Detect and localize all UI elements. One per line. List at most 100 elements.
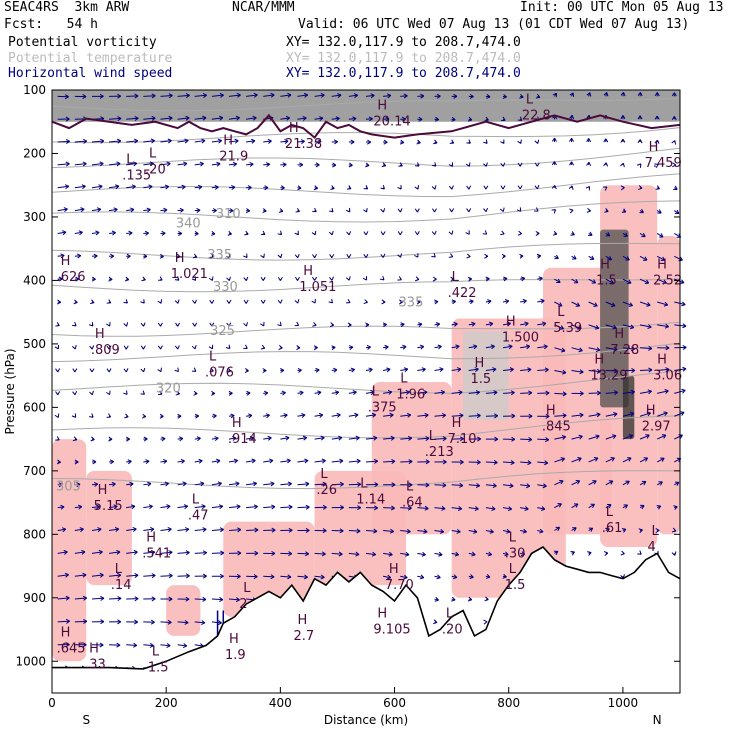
wind-vector-head-162 <box>297 185 302 191</box>
extremum-kind-2: H <box>303 264 313 279</box>
wind-vector-head-439 <box>613 346 618 352</box>
wind-vector-52 <box>314 117 323 120</box>
wind-vector-head-395 <box>488 321 494 327</box>
wind-vector-head-120 <box>216 161 221 167</box>
wind-vector-584 <box>554 436 566 440</box>
wind-vector-head-10 <box>236 92 241 98</box>
wind-vector-head-429 <box>437 344 442 350</box>
wind-vector-292 <box>622 255 630 261</box>
wind-vector-head-754 <box>305 551 310 557</box>
extremum-kind-45: L <box>606 505 614 520</box>
wind-vector-687 <box>417 507 429 510</box>
wind-vector-head-724 <box>423 528 428 534</box>
wind-vector-843 <box>194 644 204 647</box>
wind-vector-362 <box>554 301 563 307</box>
wind-vector-head-289 <box>572 255 577 260</box>
wind-vector-head-94 <box>399 139 405 145</box>
wind-vector-head-15 <box>320 92 325 98</box>
wind-vector-head-385 <box>312 322 317 327</box>
wind-vector-257 <box>656 233 664 238</box>
wind-vector-500 <box>383 391 392 394</box>
wind-vector-367 <box>639 301 651 306</box>
wind-vector-head-717 <box>305 527 310 533</box>
wind-vector-150 <box>91 185 103 189</box>
wind-vector-head-739 <box>671 527 677 533</box>
wind-vector-563 <box>194 437 201 440</box>
wind-vector-565 <box>228 437 237 440</box>
extremum-value-43: 22.8 <box>522 108 551 123</box>
extremum-kind-1: H <box>175 251 185 266</box>
wind-vector-head-329 <box>627 279 632 284</box>
wind-vector-head-405 <box>664 323 670 329</box>
extremum-value-24: 2 <box>239 597 247 612</box>
wind-vector-587 <box>605 435 617 440</box>
wind-vector-5 <box>143 95 156 97</box>
wind-vector-head-256 <box>641 232 646 238</box>
wind-vector-601 <box>211 460 221 463</box>
wind-vector-head-337 <box>123 299 128 304</box>
wind-vector-head-476 <box>614 368 619 374</box>
wind-vector-head-547 <box>562 413 567 419</box>
wind-vector-head-243 <box>414 230 420 236</box>
wind-vector-head-29 <box>552 92 557 98</box>
wind-vector-686 <box>400 507 412 509</box>
wind-vector-head-437 <box>578 347 583 353</box>
wind-vector-573 <box>365 437 377 440</box>
extremum-value-6: 1.500 <box>502 331 539 346</box>
wind-vector-head-802 <box>502 573 507 579</box>
wind-vector-632 <box>109 483 116 486</box>
wind-vector-399 <box>554 324 564 330</box>
wind-vector-head-133 <box>431 162 437 167</box>
wind-vector-head-702 <box>673 505 678 511</box>
wind-vector-head-132 <box>415 162 420 167</box>
wind-vector-80 <box>160 140 172 143</box>
wind-vector-609 <box>348 460 361 463</box>
x-axis-label: Distance (km) <box>324 713 408 727</box>
wind-vector-head-408 <box>71 345 77 350</box>
wind-vector-head-435 <box>543 344 548 350</box>
wind-vector-472 <box>537 369 549 372</box>
theta-contour-1 <box>52 127 680 144</box>
wind-vector-head-554 <box>680 411 685 416</box>
wind-vector-550 <box>605 413 618 417</box>
wind-vector-112 <box>74 163 87 166</box>
wind-vector-head-834 <box>483 619 488 625</box>
wind-vector-head-772 <box>603 551 609 556</box>
wind-vector-head-837 <box>99 642 104 648</box>
wind-vector-540 <box>434 414 446 417</box>
wind-vector-779 <box>91 574 104 577</box>
extremum-value-20: .30 <box>505 546 526 561</box>
wind-vector-head-759 <box>388 551 393 557</box>
wind-vector-head-602 <box>233 458 239 464</box>
theta-contour-4 <box>52 200 680 223</box>
wind-vector-54 <box>348 117 357 120</box>
wind-vector-head-438 <box>595 347 601 352</box>
y-tick-label-7: 800 <box>23 527 46 541</box>
wind-vector-head-314 <box>362 276 368 281</box>
wind-vector-head-365 <box>610 302 616 307</box>
wind-vector-78 <box>126 140 138 143</box>
wind-vector-head-277 <box>363 253 369 258</box>
wind-vector-head-638 <box>217 481 222 487</box>
wind-vector-head-93 <box>383 139 388 145</box>
wind-vector-721 <box>365 530 378 532</box>
wind-vector-head-526 <box>194 413 200 419</box>
wind-vector-head-398 <box>542 321 547 327</box>
wind-vector-head-427 <box>402 344 407 350</box>
wind-vector-553 <box>656 412 668 417</box>
wind-vector-head-490 <box>211 390 216 396</box>
wind-vector-head-149 <box>81 184 86 190</box>
wind-vector-8 <box>194 94 207 97</box>
wind-vector-42 <box>143 117 156 120</box>
wind-vector-626 <box>639 457 648 463</box>
wind-vector-head-783 <box>168 573 173 579</box>
wind-vector-head-665 <box>674 481 680 487</box>
wind-vector-head-489 <box>193 390 198 396</box>
wind-vector-head-78 <box>133 138 139 144</box>
wind-vector-head-92 <box>367 139 372 145</box>
wind-vector-434 <box>520 345 530 349</box>
wind-vector-head-486 <box>140 390 145 395</box>
wind-vector-head-140 <box>551 161 557 166</box>
wind-vector-329 <box>622 278 632 284</box>
wind-vector-head-171 <box>448 185 454 190</box>
